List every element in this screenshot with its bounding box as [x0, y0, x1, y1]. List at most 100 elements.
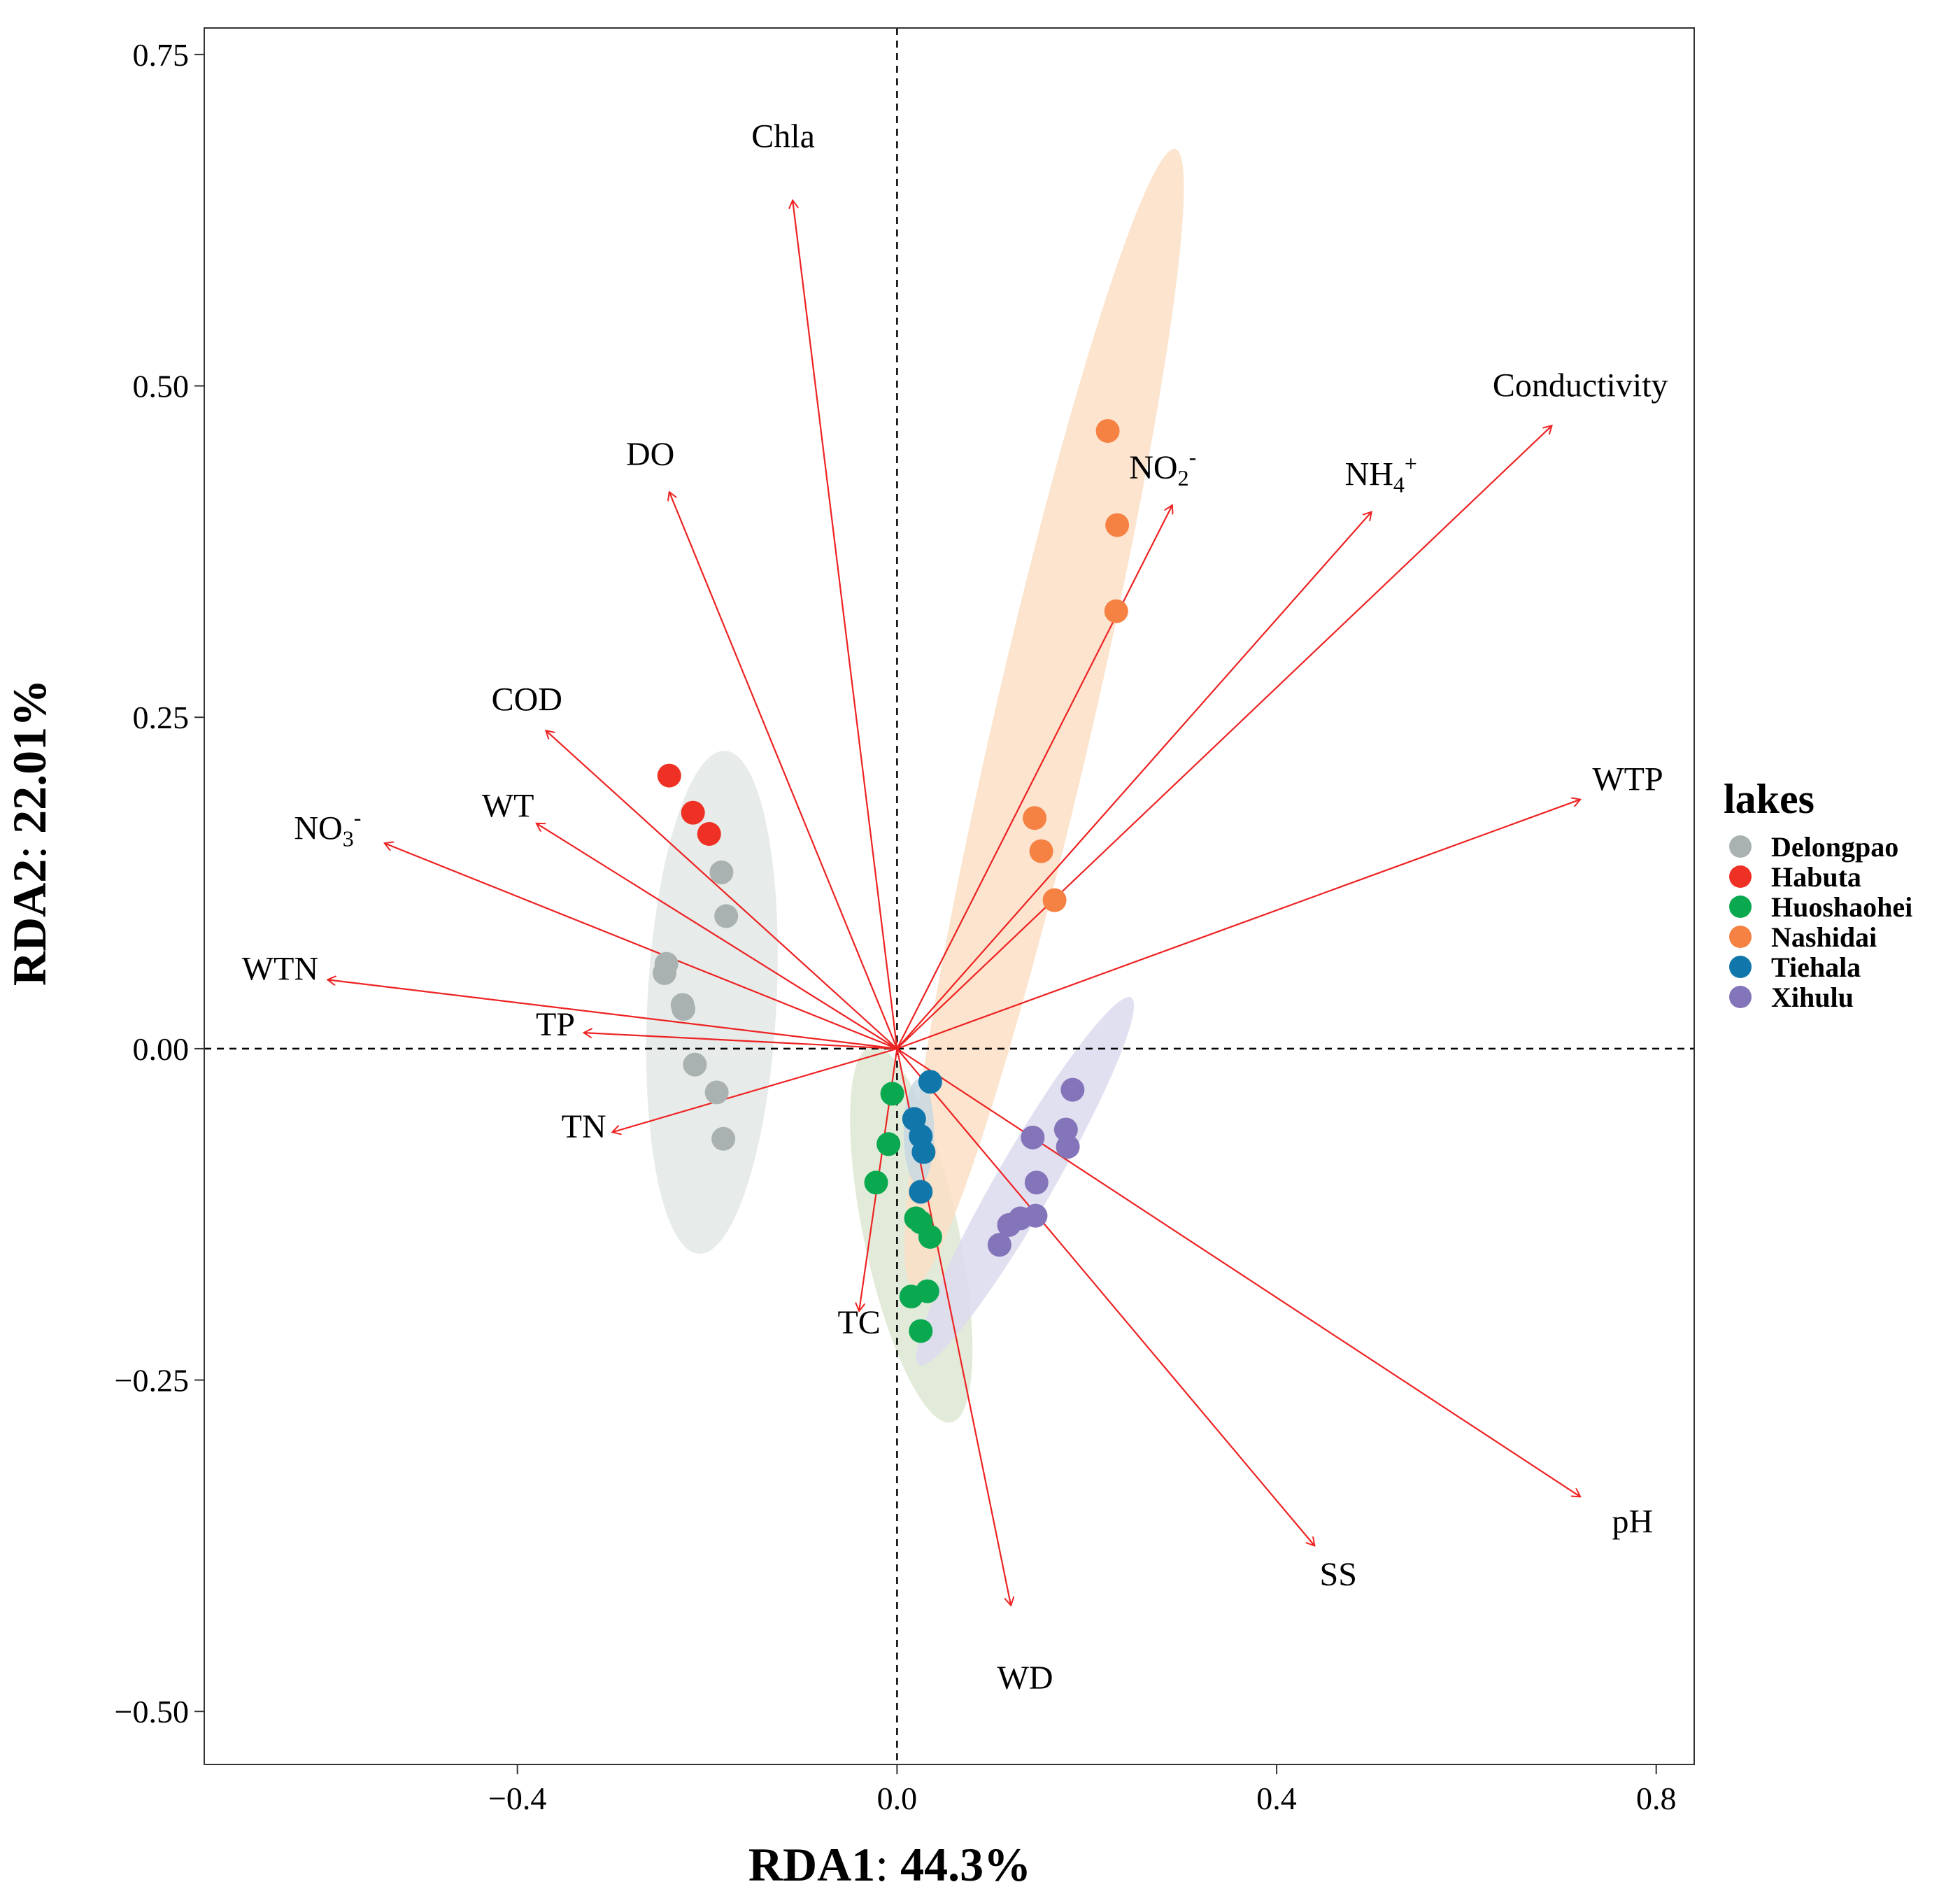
point-nashidai-4	[1023, 806, 1047, 830]
y-axis-title-sep: :	[3, 834, 56, 859]
point-xihulu-1	[1060, 1077, 1085, 1102]
legend-label-nashidai: Nashidai	[1771, 921, 1877, 953]
vector-label-tc: TC	[837, 1304, 880, 1341]
vector-labels: Chla DO COD WT NO3- WTN TP TN TC WD SS pH WTP Conduct…	[242, 118, 1668, 1697]
point-nashidai-6	[1042, 888, 1067, 912]
point-xihulu-9	[987, 1233, 1011, 1257]
y-axis-title: RDA2: 22.01%	[3, 679, 56, 986]
point-habuta-1	[657, 763, 681, 788]
vector-chla	[793, 200, 898, 1049]
vector-wtn	[327, 979, 897, 1049]
vector-tp	[584, 1033, 897, 1049]
vector-label-wtn: WTN	[242, 950, 318, 987]
point-delongpao-8	[704, 1080, 729, 1105]
legend-key-habuta	[1729, 865, 1752, 888]
vector-label-no2: NO2-	[1129, 444, 1196, 490]
legend-label-tiehala: Tiehala	[1771, 951, 1861, 983]
x-tick-label: 0.4	[1256, 1781, 1297, 1816]
point-xihulu-4	[1021, 1125, 1045, 1149]
vector-no2	[896, 505, 1172, 1049]
vector-label-no3: NO3-	[294, 805, 361, 851]
point-tiehala-1	[918, 1070, 942, 1094]
y-tick-label: −0.25	[115, 1363, 189, 1399]
x-axis-title-value: 44.3%	[900, 1838, 1031, 1891]
x-tick-label: 0.0	[877, 1781, 918, 1816]
point-huoshaohei-3	[864, 1170, 888, 1195]
vector-do	[669, 492, 898, 1049]
legend-label-huoshaohei: Huoshaohei	[1771, 891, 1912, 923]
vector-label-wt: WT	[482, 787, 534, 824]
y-tick-label: 0.00	[133, 1031, 190, 1067]
vector-label-cod: COD	[492, 681, 562, 719]
point-delongpao-7	[683, 1052, 707, 1077]
point-delongpao-9	[711, 1126, 736, 1151]
vector-no3	[385, 843, 897, 1049]
legend-key-nashidai	[1729, 926, 1752, 948]
y-tick-label: 0.75	[133, 37, 190, 73]
point-habuta-3	[697, 821, 721, 846]
vector-label-chla: Chla	[751, 118, 815, 155]
point-nashidai-2	[1105, 513, 1130, 537]
legend-title: lakes	[1724, 776, 1815, 822]
point-tiehala-5	[909, 1180, 933, 1204]
legend: lakes DelongpaoHabutaHuoshaoheiNashidaiT…	[1724, 776, 1912, 1013]
vector-ss	[896, 1048, 1314, 1545]
vector-label-wd: WD	[997, 1660, 1053, 1697]
point-nashidai-1	[1095, 418, 1120, 443]
vector-label-tp: TP	[536, 1006, 575, 1043]
legend-key-delongpao	[1729, 835, 1752, 858]
point-delongpao-2	[714, 904, 739, 928]
point-habuta-2	[681, 800, 705, 825]
legend-label-habuta: Habuta	[1771, 861, 1861, 893]
x-tick-label: −0.4	[488, 1781, 546, 1816]
vector-label-nh4: NH4+	[1345, 451, 1417, 497]
environment-vectors	[327, 200, 1580, 1605]
x-axis-title-sep: :	[875, 1838, 900, 1891]
vector-nh4	[896, 512, 1371, 1049]
legend-key-xihulu	[1729, 986, 1752, 1008]
legend-key-huoshaohei	[1729, 896, 1752, 918]
y-axis-title-name: RDA2	[3, 859, 56, 986]
y-tick-label: 0.50	[133, 369, 190, 404]
point-xihulu-5	[1024, 1170, 1049, 1195]
point-delongpao-4	[652, 961, 676, 985]
vector-conductivity	[896, 425, 1551, 1049]
x-axis-title-name: RDA1	[748, 1838, 875, 1891]
point-xihulu-8	[997, 1212, 1021, 1237]
point-xihulu-3	[1056, 1135, 1080, 1159]
x-tick-label: 0.8	[1636, 1781, 1677, 1816]
legend-key-tiehala	[1729, 956, 1752, 978]
vector-label-do: DO	[626, 436, 674, 473]
x-axis: −0.4 0.0 0.4 0.8	[488, 1764, 1677, 1816]
vector-label-tn: TN	[562, 1108, 606, 1145]
point-huoshaohei-1	[880, 1082, 904, 1106]
vector-label-conductivity: Conductivity	[1493, 367, 1668, 404]
vector-label-ss: SS	[1320, 1556, 1357, 1593]
point-xihulu-2	[1053, 1117, 1078, 1142]
y-axis: 0.75 0.50 0.25 0.00 −0.25 −0.50	[115, 37, 204, 1729]
ellipse-delongpao	[646, 751, 778, 1254]
point-tiehala-4	[911, 1140, 936, 1164]
vector-label-wtp: WTP	[1592, 760, 1663, 798]
legend-label-delongpao: Delongpao	[1771, 831, 1898, 863]
point-nashidai-3	[1104, 599, 1128, 623]
vector-label-ph: pH	[1612, 1503, 1653, 1540]
point-delongpao-6	[672, 997, 696, 1021]
y-tick-label: −0.50	[115, 1694, 189, 1729]
vector-ph	[896, 1047, 1580, 1497]
plot-panel-border	[204, 27, 1695, 1765]
reference-lines	[204, 28, 1694, 1764]
point-delongpao-1	[709, 860, 734, 884]
vector-tn	[612, 1047, 897, 1132]
point-huoshaohei-6	[918, 1224, 942, 1249]
vector-wtp	[897, 800, 1580, 1049]
point-huoshaohei-8	[899, 1285, 923, 1309]
x-axis-title: RDA1: 44.3%	[748, 1838, 1031, 1891]
point-huoshaohei-9	[909, 1319, 933, 1343]
point-nashidai-5	[1029, 839, 1053, 863]
y-tick-label: 0.25	[133, 700, 190, 735]
legend-label-xihulu: Xihulu	[1771, 982, 1854, 1013]
sample-points	[652, 418, 1130, 1343]
point-huoshaohei-2	[876, 1132, 901, 1156]
